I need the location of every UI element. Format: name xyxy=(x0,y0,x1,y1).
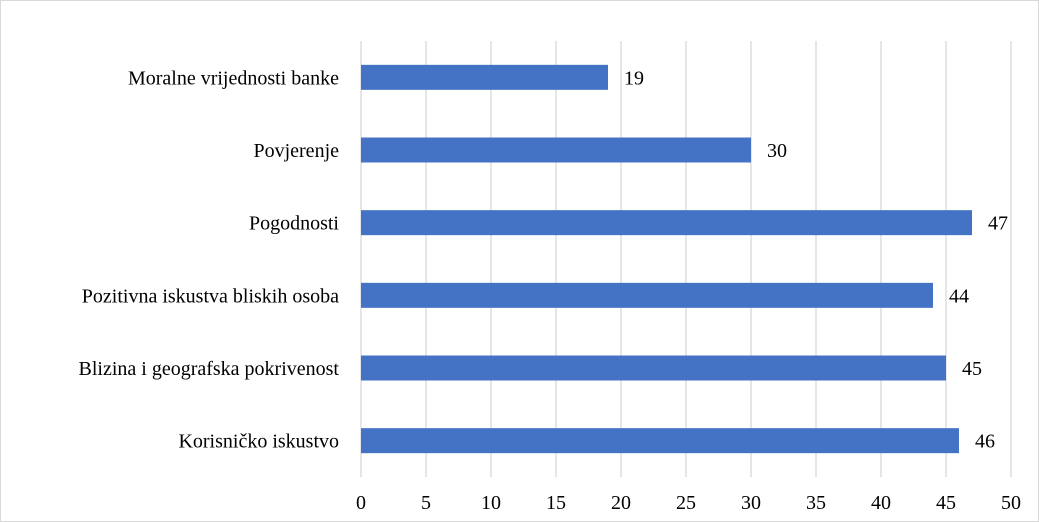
bar xyxy=(361,210,972,236)
data-label: 44 xyxy=(949,285,969,307)
x-tick-label: 25 xyxy=(676,492,696,514)
category-label: Pogodnosti xyxy=(249,213,339,235)
bar xyxy=(361,428,959,454)
bar xyxy=(361,282,933,308)
category-label: Povjerenje xyxy=(253,140,339,162)
data-label: 47 xyxy=(988,213,1008,235)
bar xyxy=(361,355,946,381)
x-tick-label: 15 xyxy=(546,492,566,514)
x-tick-label: 50 xyxy=(1001,492,1021,514)
category-label: Korisničko iskustvo xyxy=(178,431,339,453)
x-tick-label: 45 xyxy=(936,492,956,514)
x-tick-label: 35 xyxy=(806,492,826,514)
bar xyxy=(361,137,751,163)
bar xyxy=(361,64,608,90)
data-label: 30 xyxy=(767,140,787,162)
x-axis-ticks: 0 5 10 15 20 25 30 35 40 45 50 xyxy=(356,492,1021,514)
category-labels: Moralne vrijednosti banke Povjerenje Pogod… xyxy=(79,67,340,452)
data-label: 46 xyxy=(975,431,995,453)
grid-lines xyxy=(360,41,1012,477)
x-tick-label: 30 xyxy=(741,492,761,514)
x-tick-label: 10 xyxy=(481,492,501,514)
data-label: 45 xyxy=(962,358,982,380)
category-label: Moralne vrijednosti banke xyxy=(128,67,339,89)
x-tick-label: 0 xyxy=(356,492,366,514)
value-labels: 19 30 47 44 45 46 xyxy=(624,67,1008,452)
bars xyxy=(361,64,972,454)
data-label: 19 xyxy=(624,67,644,89)
x-tick-label: 40 xyxy=(871,492,891,514)
category-label: Pozitivna iskustva bliskih osoba xyxy=(82,285,339,307)
category-label: Blizina i geografska pokrivenost xyxy=(79,358,340,380)
x-tick-label: 5 xyxy=(421,492,431,514)
x-tick-label: 20 xyxy=(611,492,631,514)
